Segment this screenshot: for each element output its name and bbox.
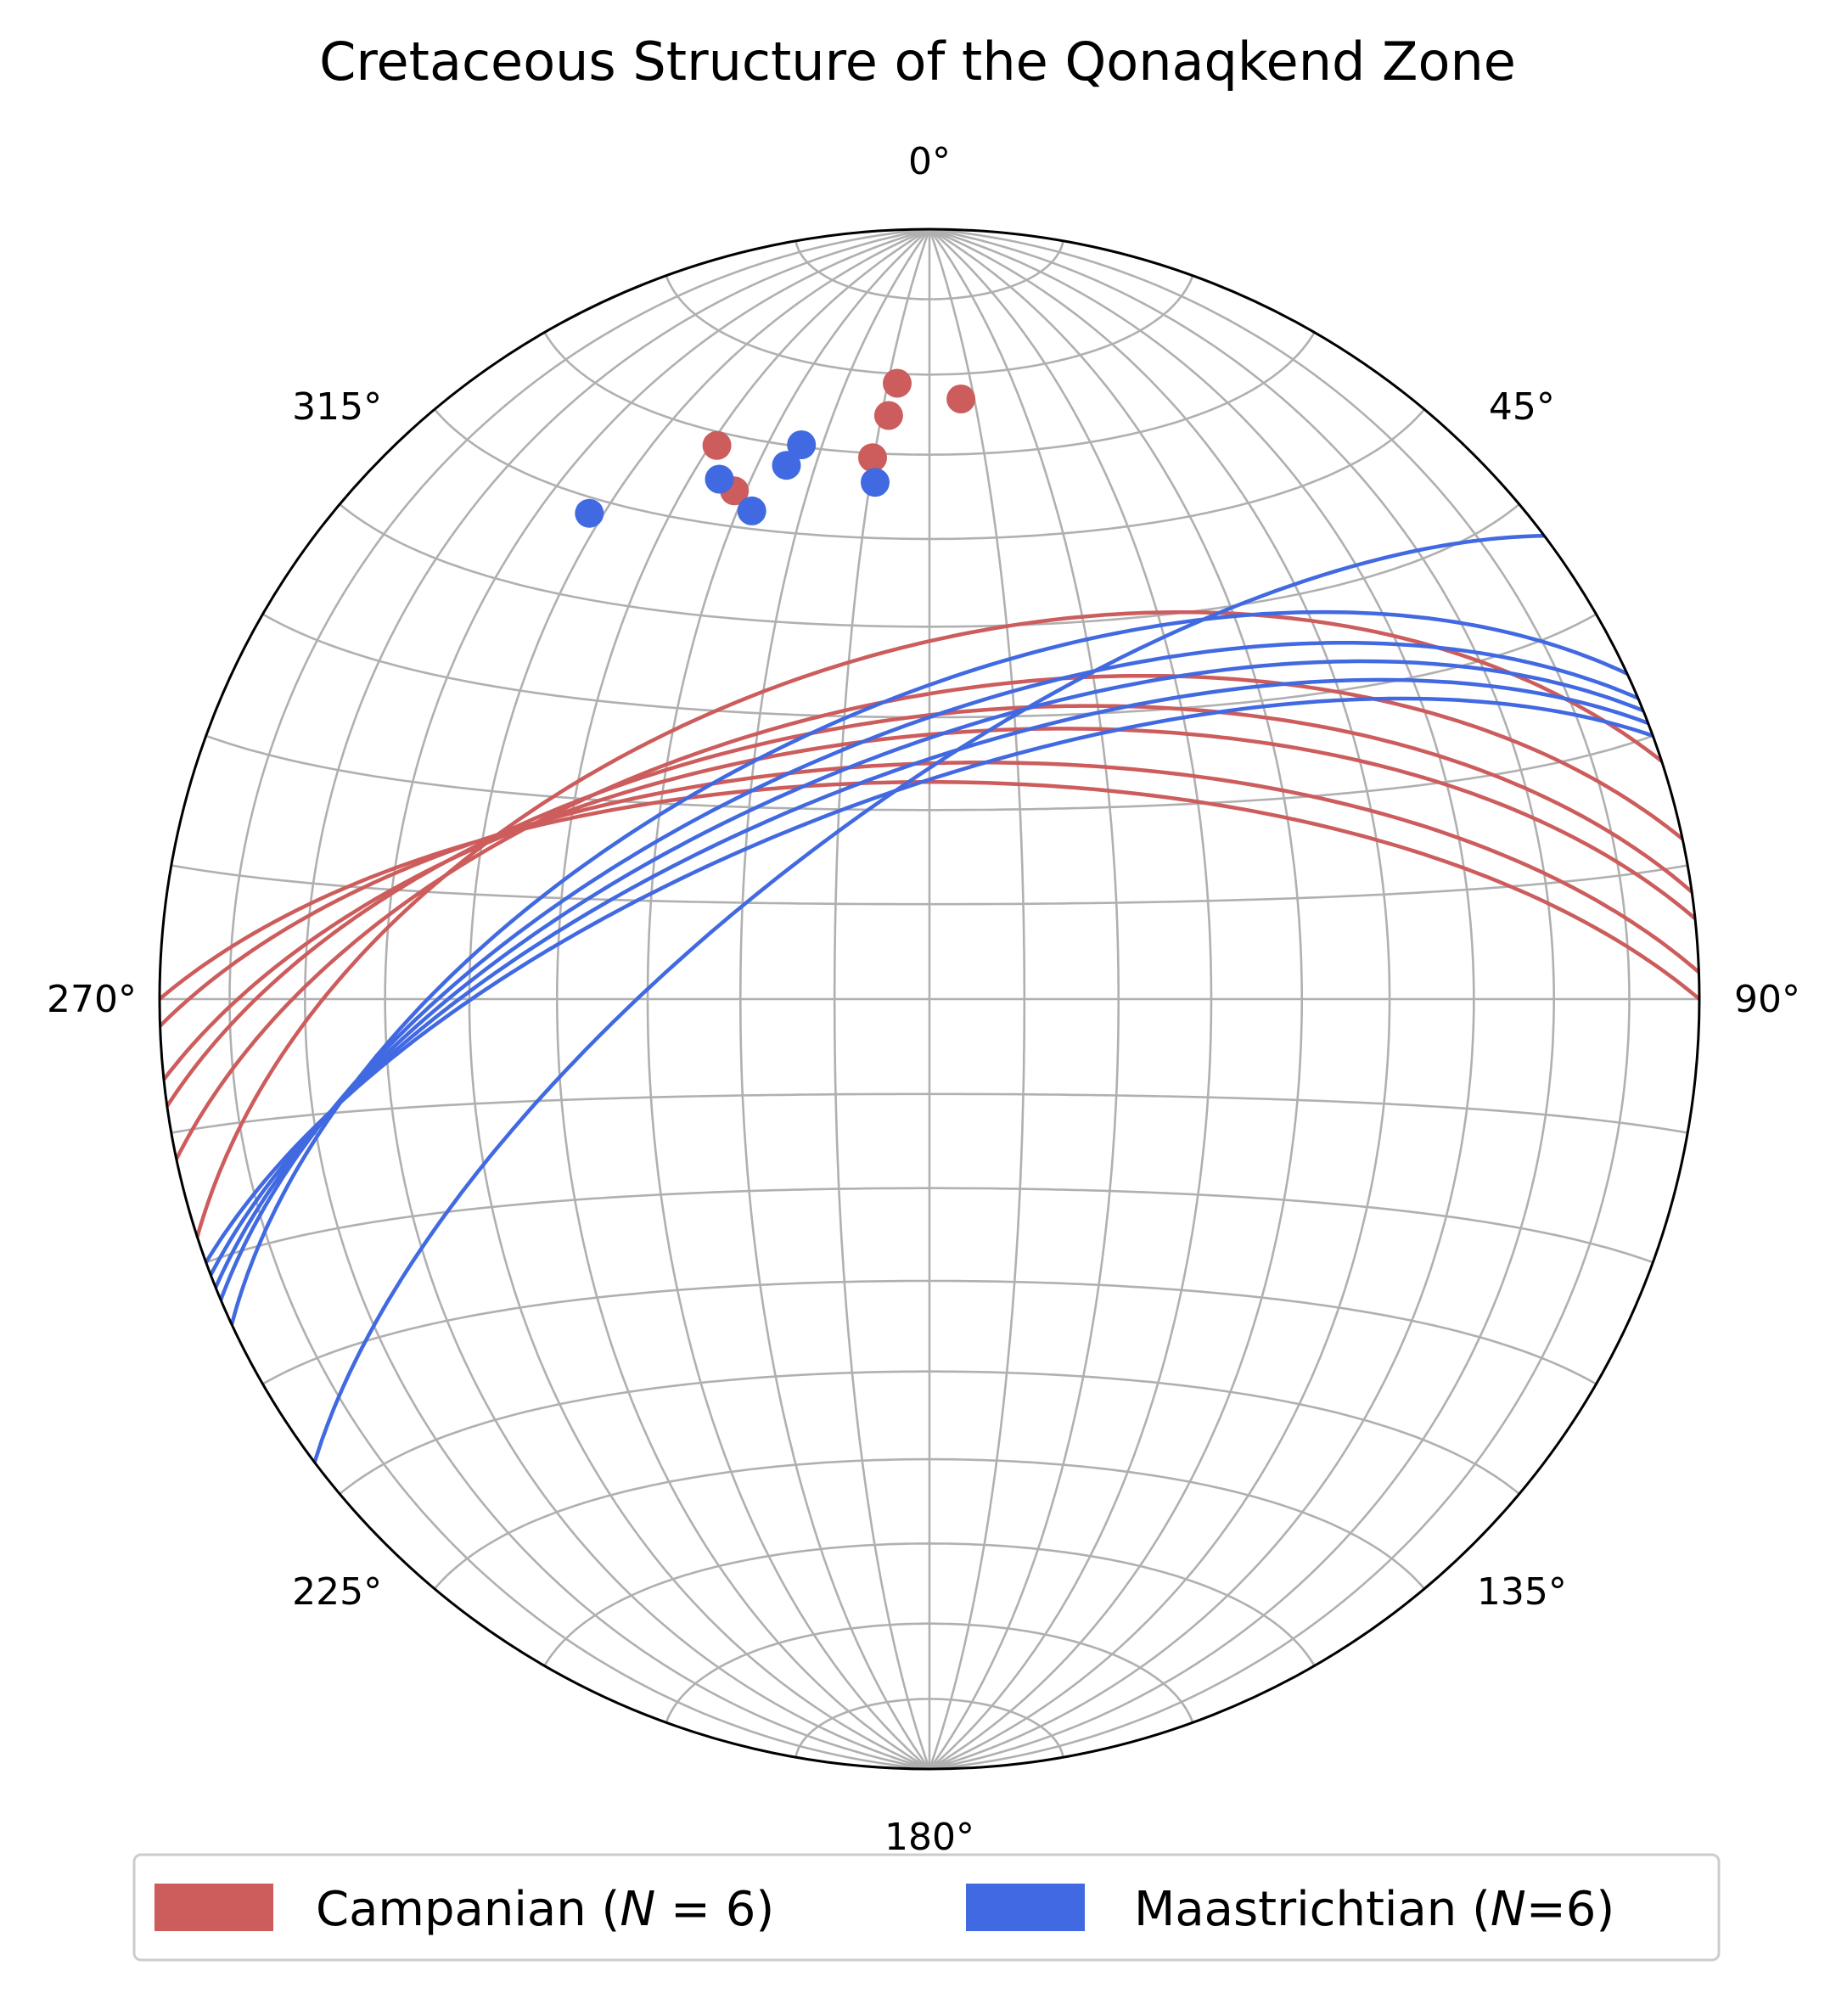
pole-point-maastrichtian (705, 464, 734, 494)
grid-parallel (794, 1698, 1064, 1758)
legend: Campanian (N = 6) Maastrichtian (N=6) (132, 1853, 1721, 1962)
pole-points (575, 368, 976, 528)
grid-parallel (794, 240, 1064, 300)
grid-parallel (205, 1187, 1654, 1264)
great-circle-campanian (195, 609, 1663, 1238)
legend-swatch-maastrichtian (966, 1884, 1085, 1931)
grid-parallel (434, 408, 1425, 541)
tick-label-180: 180° (884, 1816, 974, 1859)
grid-parallel (339, 1370, 1520, 1496)
great-circle-maastrichtian (204, 696, 1654, 1264)
grid-parallel (171, 1092, 1688, 1134)
grid-parallel (543, 1541, 1316, 1667)
great-circles (158, 533, 1701, 1463)
pole-point-campanian (883, 368, 912, 398)
pole-point-campanian (858, 443, 887, 473)
pole-point-maastrichtian (737, 496, 766, 525)
pole-point-campanian (873, 401, 903, 430)
primitive-circle (158, 227, 1701, 1771)
legend-swatch-campanian (154, 1884, 273, 1931)
tick-label-45: 45° (1489, 385, 1555, 429)
chart-title: Cretaceous Structure of the Qonaqkend Zo… (319, 31, 1516, 93)
grid-parallel (261, 1279, 1597, 1385)
stereonet-grid (160, 227, 1699, 1771)
legend-label-campanian: Campanian (N = 6) (316, 1882, 774, 1937)
great-circle-maastrichtian (218, 641, 1639, 1301)
grid-parallel (665, 275, 1194, 376)
grid-parallel (205, 734, 1654, 811)
great-circle-campanian (158, 780, 1701, 1001)
pole-point-maastrichtian (861, 468, 890, 497)
grid-parallel (339, 503, 1520, 628)
tick-label-0: 0° (908, 140, 951, 183)
pole-point-maastrichtian (772, 451, 801, 480)
tick-label-315: 315° (292, 385, 382, 429)
pole-point-campanian (702, 430, 732, 460)
grid-parallel (665, 1622, 1194, 1723)
grid-parallel (434, 1457, 1425, 1590)
great-circle-campanian (165, 704, 1693, 1108)
pole-point-maastrichtian (787, 430, 817, 459)
azimuth-tick-labels: 0° 45° 90° 135° 180° 225° 270° 315° (47, 140, 1800, 1859)
great-circle-campanian (174, 673, 1684, 1160)
great-circle-maastrichtian (213, 659, 1644, 1289)
tick-label-135: 135° (1477, 1570, 1567, 1614)
pole-point-maastrichtian (575, 498, 604, 528)
pole-point-campanian (946, 385, 976, 413)
grid-parallel (543, 331, 1316, 457)
great-circle-maastrichtian (209, 677, 1649, 1277)
tick-label-90: 90° (1734, 978, 1800, 1021)
legend-frame (132, 1853, 1721, 1962)
legend-label-maastrichtian: Maastrichtian (N=6) (1134, 1882, 1614, 1937)
tick-label-270: 270° (47, 978, 137, 1021)
great-circle-maastrichtian (312, 533, 1545, 1463)
tick-label-225: 225° (292, 1570, 382, 1614)
great-circle-campanian (162, 727, 1697, 1081)
